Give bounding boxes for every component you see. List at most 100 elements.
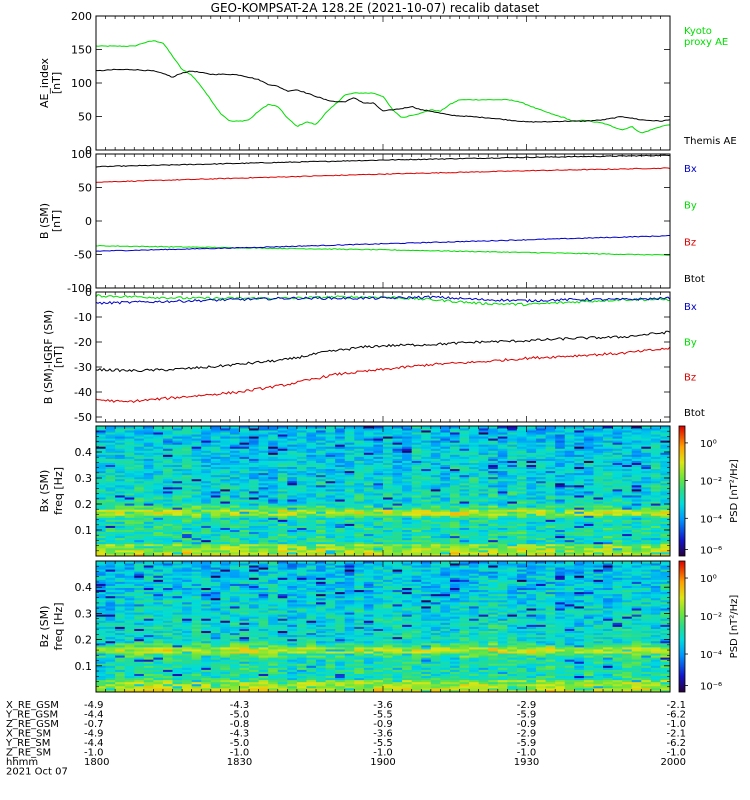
spectrogram-cell xyxy=(316,460,326,463)
spectrogram-cell xyxy=(115,597,126,601)
spectrogram-cell xyxy=(124,432,135,435)
spectrogram-cell xyxy=(631,468,642,472)
spectrogram-cell xyxy=(469,509,480,512)
spectrogram-cell xyxy=(325,547,336,551)
spectrogram-cell xyxy=(555,525,566,528)
spectrogram-cell xyxy=(354,446,365,449)
spectrogram-cell xyxy=(641,458,652,461)
spectrogram-cell xyxy=(564,513,575,516)
spectrogram-cell xyxy=(421,484,432,488)
spectrogram-cell xyxy=(526,549,537,553)
spectrogram-cell xyxy=(287,480,298,484)
spectrogram-cell xyxy=(440,448,451,451)
spectrogram-cell xyxy=(344,454,355,457)
spectrogram-cell xyxy=(603,472,613,476)
spectrogram-cell xyxy=(344,432,355,435)
spectrogram-cell xyxy=(239,448,250,451)
spectrogram-cell xyxy=(469,486,480,490)
spectrogram-cell xyxy=(105,438,116,441)
spectrogram-cell xyxy=(229,515,240,518)
spectrogram-cell xyxy=(392,529,403,533)
spectrogram-cell xyxy=(507,448,518,451)
spectrogram-cell xyxy=(507,434,518,437)
spectrogram-cell xyxy=(124,620,135,623)
spectrogram-cell xyxy=(124,533,135,537)
spectrogram-cell xyxy=(507,493,518,496)
spectrogram-cell xyxy=(603,505,613,508)
spectrogram-cell xyxy=(363,476,374,480)
spectrogram-cell xyxy=(182,472,193,476)
spectrogram-cell xyxy=(277,499,288,502)
spectrogram-cell xyxy=(115,444,126,447)
spectrogram-cell xyxy=(105,644,116,648)
spectrogram-cell xyxy=(162,493,173,496)
spectrogram-cell xyxy=(201,434,212,437)
spectrogram-cell xyxy=(593,501,604,504)
spectrogram-cell xyxy=(344,525,355,528)
spectrogram-cell xyxy=(622,448,633,451)
spectrogram-cell xyxy=(478,501,489,504)
spectrogram-cell xyxy=(220,438,231,441)
spectrogram-cell xyxy=(191,519,202,522)
spectrogram-cell xyxy=(115,460,126,463)
spectrogram-cell xyxy=(143,509,154,512)
spectrogram-cell xyxy=(143,632,154,636)
spectrogram-cell xyxy=(96,673,106,677)
spectrogram-cell xyxy=(622,450,633,453)
spectrogram-cell xyxy=(631,466,642,470)
spectrogram-cell xyxy=(421,515,432,518)
spectrogram-cell xyxy=(631,440,642,443)
spectrogram-cell xyxy=(325,503,336,506)
spectrogram-cell xyxy=(287,551,298,555)
spectrogram-cell xyxy=(162,527,173,530)
colorbar-label: PSD [nT²/Hz] xyxy=(729,459,740,523)
spectrogram-cell xyxy=(325,539,336,543)
spectrogram-cell xyxy=(162,488,173,492)
spectrogram-cell xyxy=(134,612,145,615)
spectrogram-cell xyxy=(449,432,460,435)
spectrogram-cell xyxy=(115,430,126,433)
spectrogram-cell xyxy=(402,525,413,528)
spectrogram-cell xyxy=(430,470,441,474)
spectrogram-cell xyxy=(143,549,154,553)
spectrogram-cell xyxy=(564,511,575,514)
spectrogram-cell xyxy=(277,551,288,555)
spectrogram-cell xyxy=(459,488,470,492)
spectrogram-cell xyxy=(134,430,145,433)
spectrogram-cell xyxy=(162,472,173,476)
spectrogram-cell xyxy=(545,446,556,449)
spectrogram-cell xyxy=(143,573,154,576)
spectrogram-cell xyxy=(411,458,422,461)
spectrogram-cell xyxy=(153,499,164,502)
spectrogram-cell xyxy=(507,478,518,482)
spectrogram-cell xyxy=(363,432,374,435)
spectrogram-cell xyxy=(134,436,145,439)
spectrogram-cell xyxy=(507,458,518,461)
spectrogram-cell xyxy=(402,464,413,468)
spectrogram-cell xyxy=(143,450,154,453)
spectrogram-cell xyxy=(153,593,164,597)
spectrogram-cell xyxy=(287,531,298,535)
spectrogram-cell xyxy=(115,432,126,435)
spectrogram-cell xyxy=(526,531,537,535)
spectrogram-cell xyxy=(124,571,135,574)
spectrogram-cell xyxy=(153,497,164,500)
spectrogram-cell xyxy=(459,529,470,533)
spectrogram-cell xyxy=(335,426,346,429)
spectrogram-cell xyxy=(488,513,499,516)
spectrogram-cell xyxy=(172,549,183,553)
colorbar-tick-label: 10⁻⁴ xyxy=(700,514,722,525)
spectrogram-cell xyxy=(516,545,527,549)
spectrogram-cell xyxy=(153,642,164,646)
spectrogram-cell xyxy=(344,507,355,510)
spectrogram-cell xyxy=(459,482,470,486)
spectrogram-cell xyxy=(220,428,231,431)
spectrogram-cell xyxy=(526,454,537,457)
spectrogram-cell xyxy=(344,509,355,512)
spectrogram-cell xyxy=(516,543,527,547)
spectrogram-cell xyxy=(335,452,346,455)
spectrogram-cell xyxy=(603,553,613,557)
spectrogram-cell xyxy=(249,470,260,474)
spectrogram-cell xyxy=(143,454,154,457)
spectrogram-cell xyxy=(354,507,365,510)
